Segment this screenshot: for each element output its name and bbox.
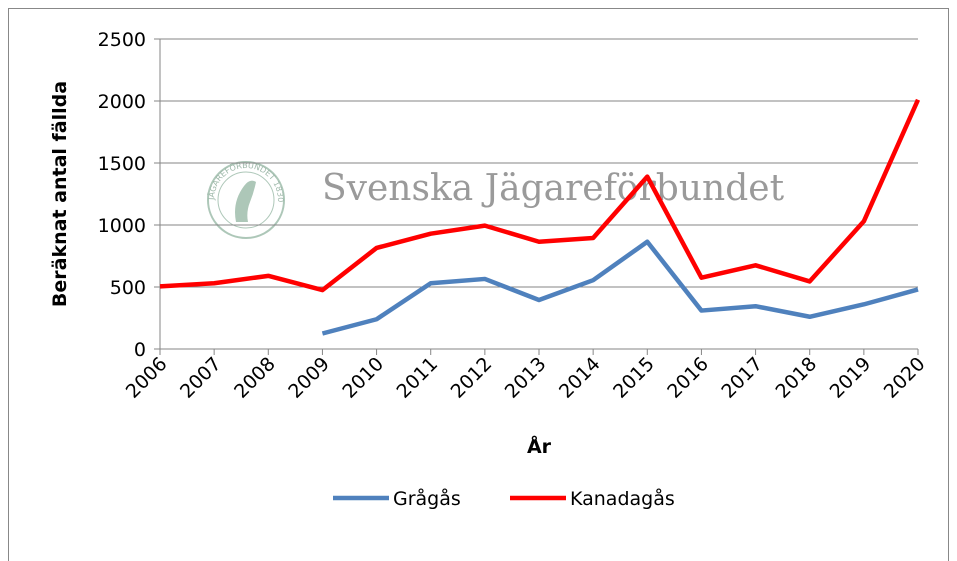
chart-frame [8,8,949,561]
y-tick-label: 2500 [98,29,146,51]
logo-eagle [235,180,256,222]
series-line [321,239,919,336]
y-tick-label: 0 [134,339,146,361]
y-tick-label: 2000 [98,91,146,113]
logo-ring [207,161,285,239]
y-axis-label: Beräknat antal fällda [49,81,71,307]
x-axis-label: År [527,434,552,458]
legend-label: Kanadagås [570,487,675,510]
legend-label: Grågås [393,487,461,510]
watermark: Svenska Jägareförbundet [322,168,785,209]
series-line [159,98,921,293]
y-tick-label: 500 [110,277,146,299]
y-tick-label: 1500 [98,153,146,175]
logo-inner [217,171,275,229]
y-tick-label: 1000 [98,215,146,237]
